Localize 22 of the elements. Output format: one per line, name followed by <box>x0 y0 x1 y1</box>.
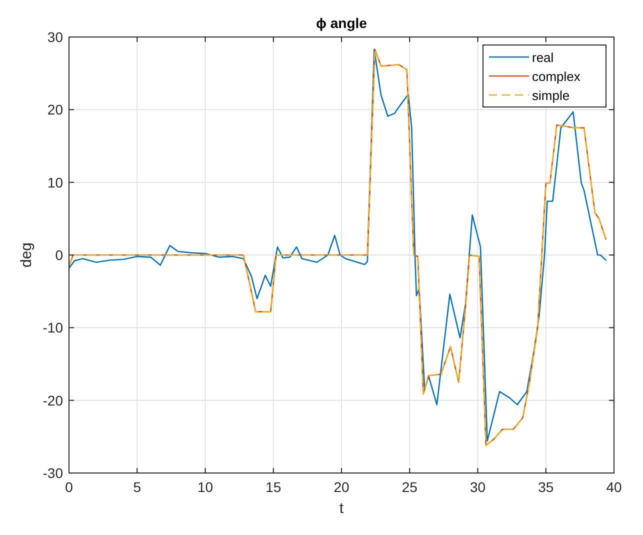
x-tick-label: 25 <box>402 479 418 495</box>
x-tick-label: 10 <box>197 479 214 495</box>
y-axis-title: deg <box>18 242 35 268</box>
y-tick-label: 0 <box>55 247 64 263</box>
x-tick-label: 30 <box>470 479 486 495</box>
x-tick-label: 35 <box>538 479 554 495</box>
y-tick-label: 10 <box>47 174 64 190</box>
y-tick-label: -30 <box>42 465 64 481</box>
y-tick-label: 30 <box>47 29 64 45</box>
legend-label: real <box>532 50 554 65</box>
chart-title: ϕ angle <box>316 15 368 31</box>
y-tick-label: -20 <box>42 392 64 408</box>
y-tick-label: -10 <box>42 320 64 336</box>
x-tick-label: 40 <box>606 479 622 495</box>
y-tick-label: 20 <box>47 102 64 118</box>
legend-label: simple <box>532 88 570 103</box>
x-axis-title: t <box>339 500 344 517</box>
x-tick-label: 20 <box>334 479 350 495</box>
x-tick-label: 0 <box>65 479 74 495</box>
legend-label: complex <box>532 69 581 84</box>
x-tick-label: 5 <box>133 479 142 495</box>
x-tick-label: 15 <box>266 479 282 495</box>
